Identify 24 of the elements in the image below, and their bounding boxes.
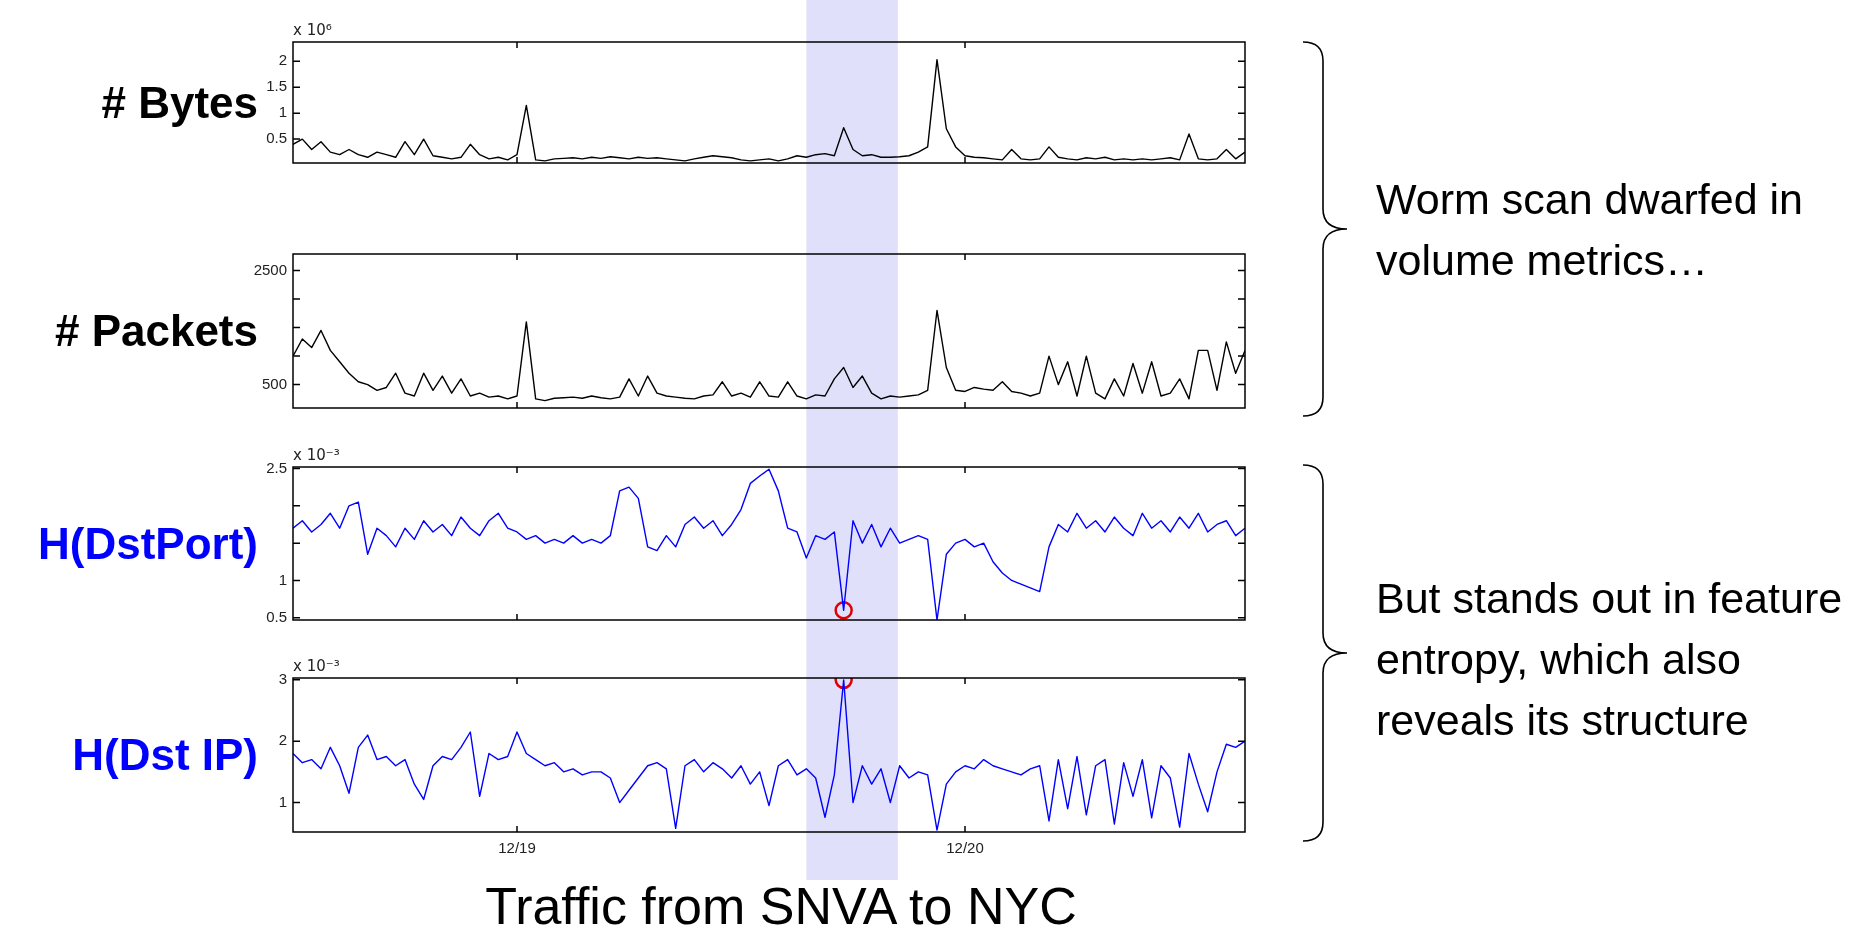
chart-subtitle: x 10⁻³ [293, 657, 340, 676]
y-tick-label: 2 [278, 731, 287, 749]
y-axis-title: # Bytes [101, 77, 258, 128]
y-tick-label: 2500 [253, 260, 287, 278]
y-tick-label: 2.5 [266, 458, 287, 476]
y-tick-label: 1.5 [266, 77, 287, 95]
text: But stands out in feature entropy, which also reveals its structure [1376, 573, 1844, 747]
y-axis-title: # Packets [54, 306, 258, 356]
y-tick-label: 0.5 [266, 129, 287, 147]
y-tick-label: 2 [278, 51, 287, 69]
y-tick-label: 1 [278, 103, 287, 121]
x-axis-title: Traffic from SNVA to NYC [485, 876, 1077, 936]
y-tick-label: 500 [261, 374, 287, 392]
y-tick-label: 3 [278, 669, 287, 687]
x-tick-label: 12/19 [498, 839, 536, 857]
x-tick-label: 12/20 [946, 839, 984, 857]
chart-subtitle: x 10⁻³ [293, 446, 340, 465]
y-tick-label: 1 [278, 792, 287, 810]
y-tick-label: 0.5 [266, 607, 287, 625]
y-axis-title: H(DstPort) [38, 518, 258, 569]
text: Worm scan dwarfed in volume metrics… [1376, 173, 1804, 286]
y-tick-label: 1 [278, 570, 287, 588]
chart-subtitle: x 10⁶ [293, 21, 332, 40]
y-axis-title: H(Dst IP) [72, 730, 258, 780]
